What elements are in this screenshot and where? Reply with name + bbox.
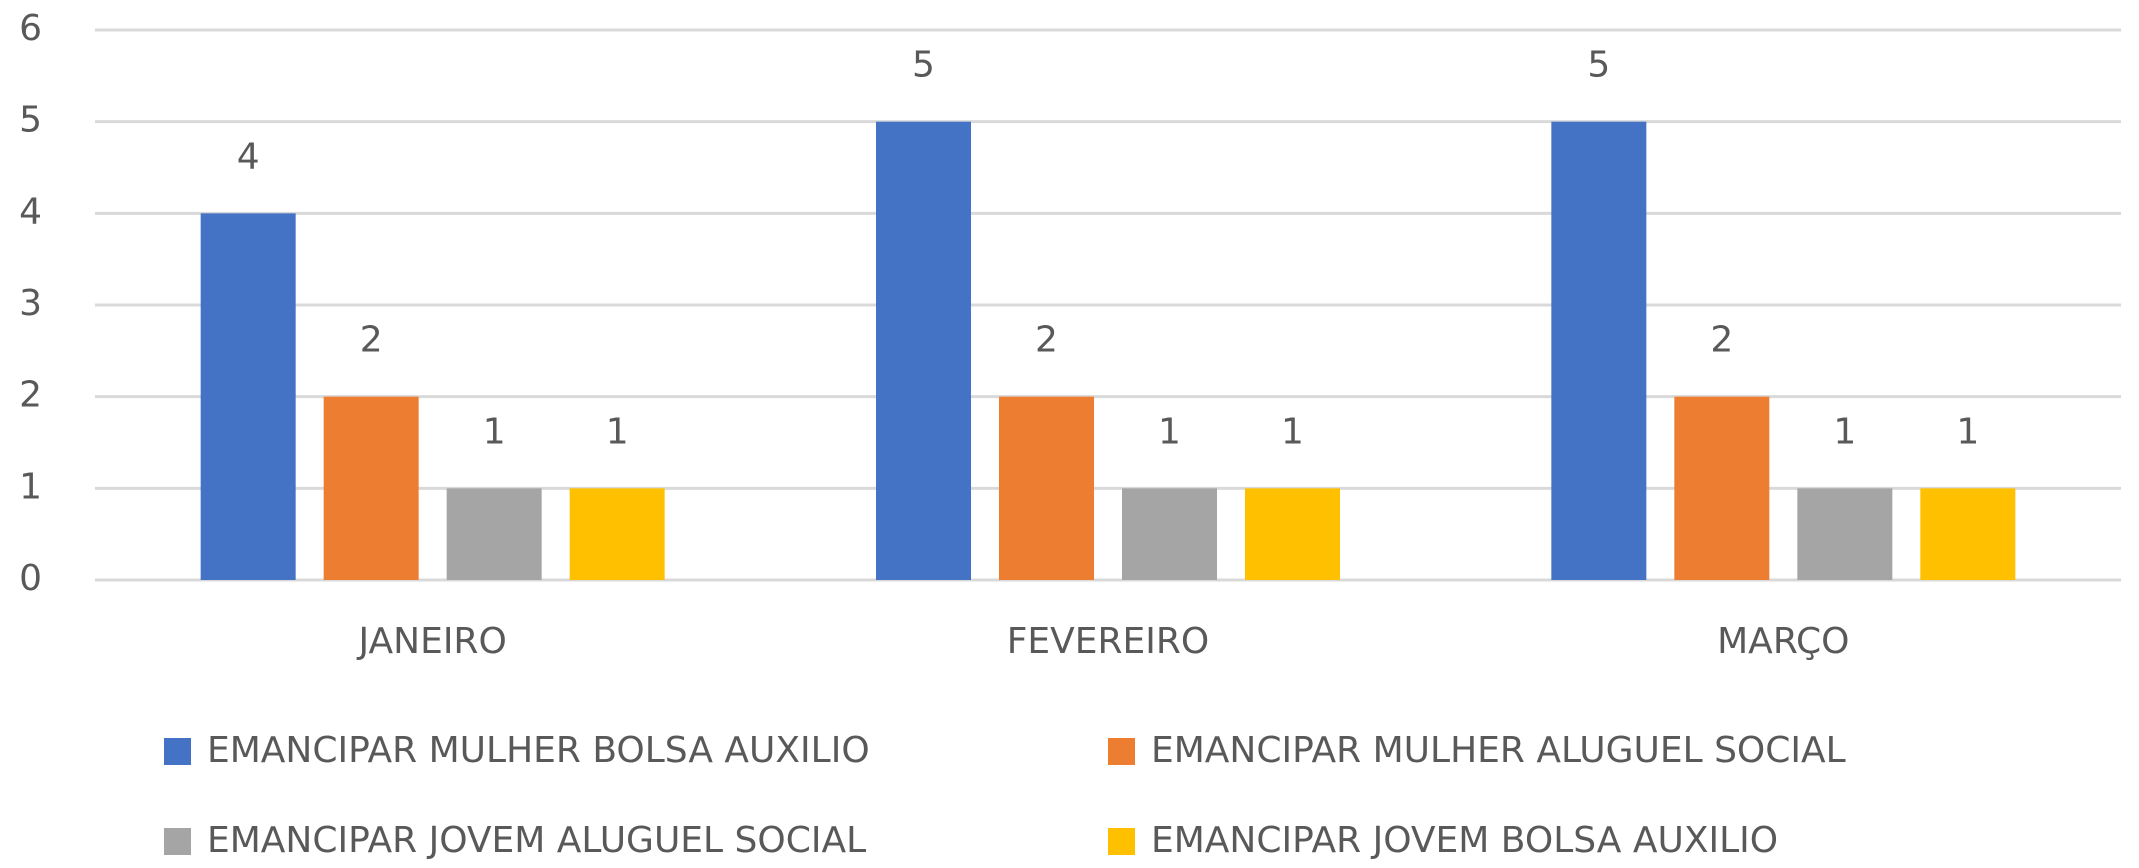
data-label: 2 [1710,320,1733,361]
bar [876,121,971,581]
y-tick-label: 3 [19,283,42,324]
data-label: 1 [483,411,506,452]
data-label: 1 [1281,411,1304,452]
data-label: 1 [1956,411,1979,452]
y-tick-label: 4 [19,191,42,232]
data-label: 1 [606,411,629,452]
bar [446,488,542,580]
bar [1122,488,1217,580]
x-tick-label: JANEIRO [357,621,507,662]
data-label: 5 [1587,45,1610,86]
y-tick-label: 1 [19,466,42,507]
legend-label: EMANCIPAR JOVEM BOLSA AUXILIO [1151,820,1778,861]
data-label: 2 [1035,320,1058,361]
legend-swatch [1108,828,1135,855]
bar [1551,121,1647,581]
legend-label: EMANCIPAR MULHER ALUGUEL SOCIAL [1151,730,1846,771]
x-tick-label: MARÇO [1717,621,1849,662]
legend-swatch [1108,738,1135,765]
data-label: 1 [1833,411,1856,452]
x-tick-label: FEVEREIRO [1007,621,1210,662]
legend-label: EMANCIPAR JOVEM ALUGUEL SOCIAL [207,820,866,861]
bar [999,396,1094,580]
data-label: 2 [360,320,383,361]
y-tick-label: 6 [19,8,42,49]
bar [200,213,296,581]
data-label: 4 [237,136,260,177]
bar [323,396,419,580]
y-tick-label: 0 [19,558,42,599]
legend-label: EMANCIPAR MULHER BOLSA AUXILIO [207,730,870,771]
bar [1674,396,1770,580]
legend-swatch [164,828,191,855]
bar [1245,488,1340,580]
data-label: 5 [912,45,935,86]
bar [569,488,665,580]
bar [1920,488,2016,580]
y-tick-label: 2 [19,375,42,416]
y-tick-label: 5 [19,100,42,141]
bar [1797,488,1893,580]
legend-swatch [164,738,191,765]
data-label: 1 [1158,411,1181,452]
